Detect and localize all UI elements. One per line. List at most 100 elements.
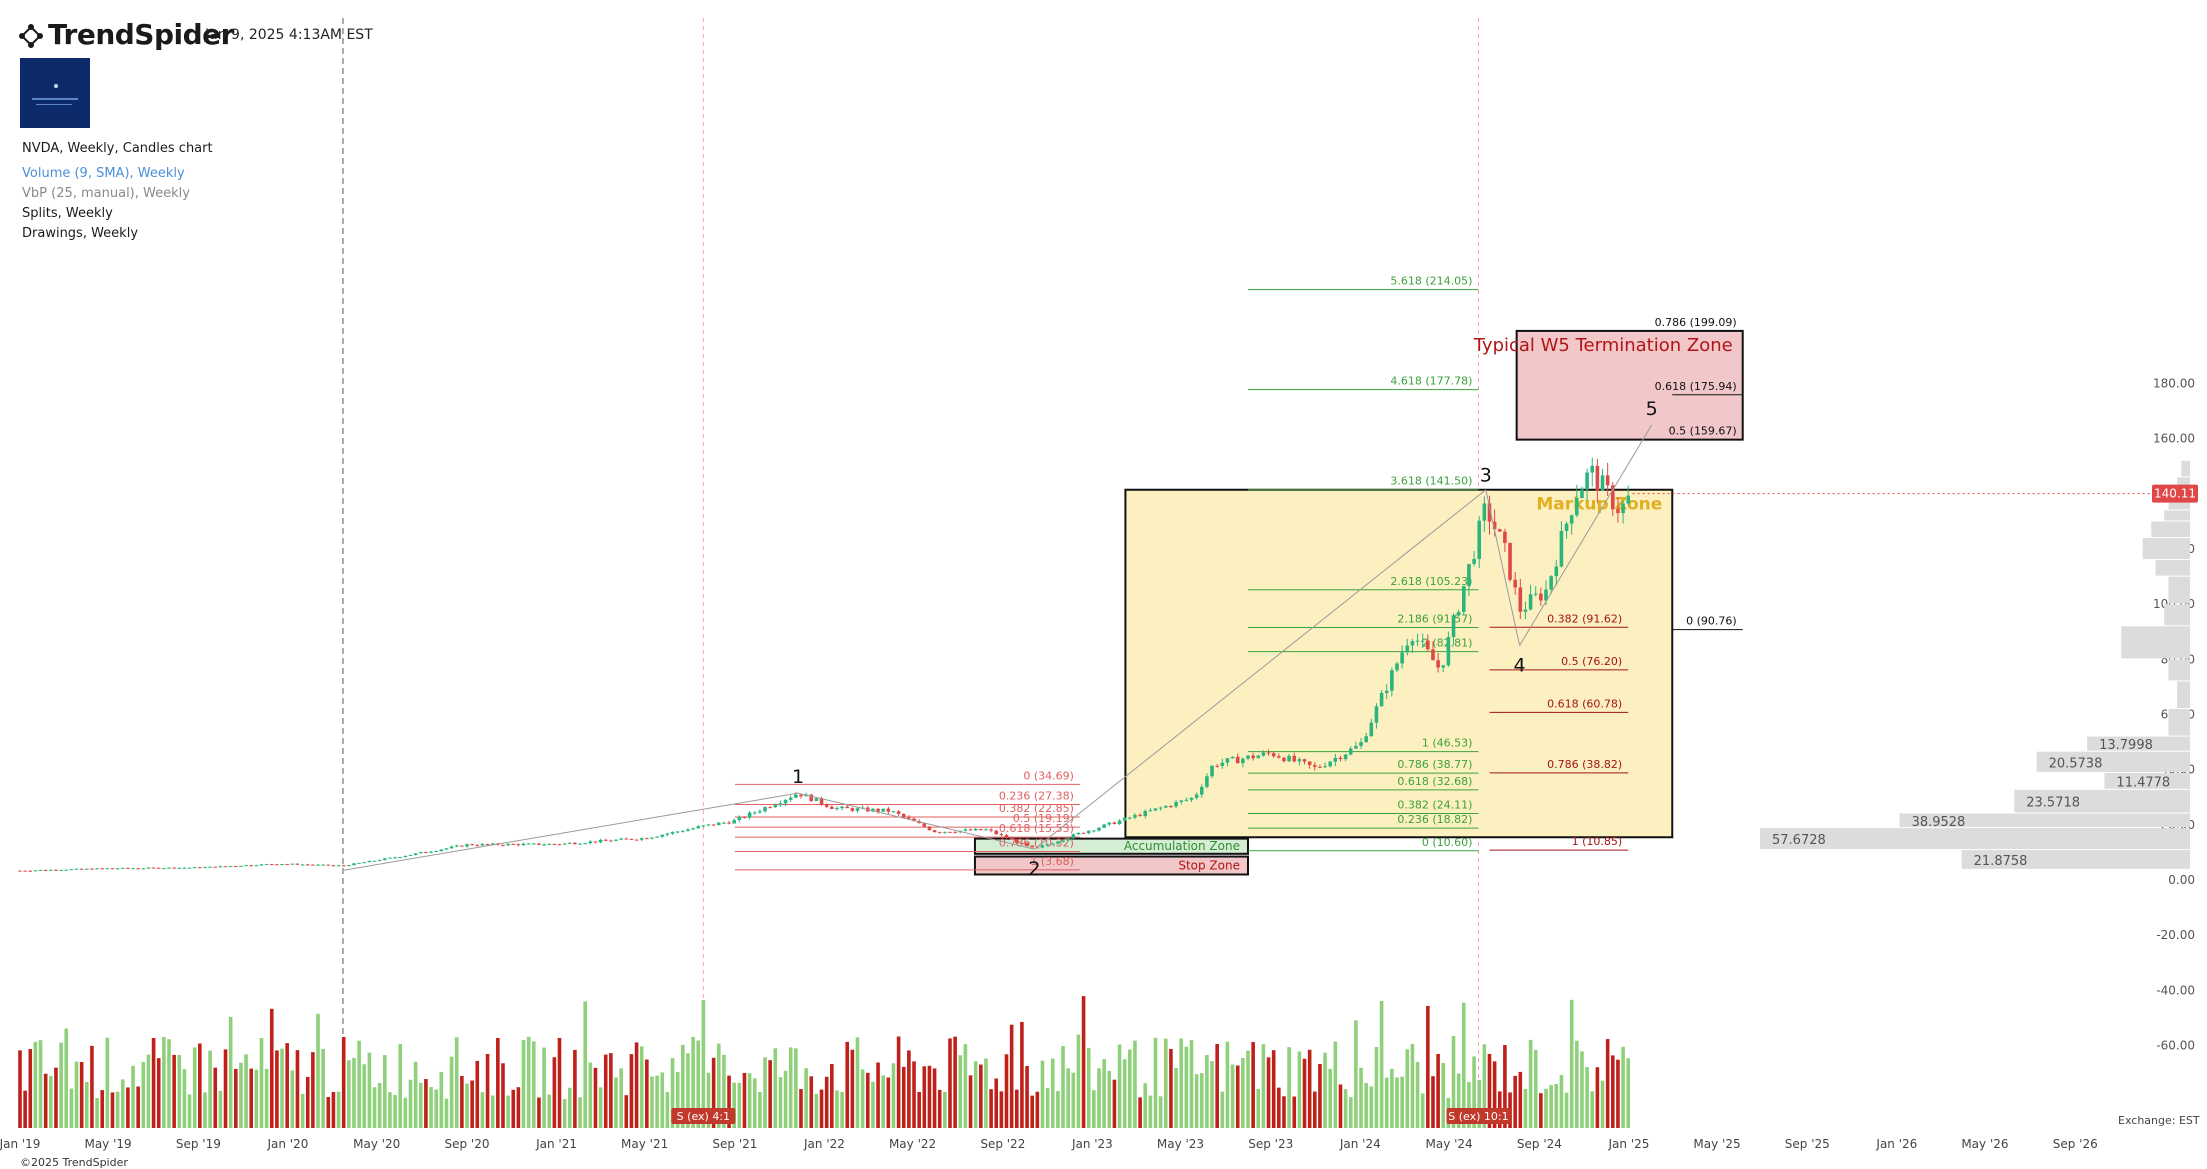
candle-body	[182, 867, 187, 869]
candle-body	[341, 865, 346, 867]
candle-body	[1549, 576, 1553, 590]
volume-bar	[388, 1092, 392, 1128]
candle-body	[788, 797, 793, 800]
x-tick-label: May '22	[889, 1137, 936, 1151]
candle-body	[1354, 745, 1358, 749]
candle-body	[311, 864, 315, 866]
wave-label: 3	[1480, 465, 1492, 487]
candle-body	[1441, 665, 1446, 668]
volume-bar	[1384, 1077, 1389, 1128]
candle-body	[968, 829, 973, 831]
candle-body	[33, 870, 38, 872]
candle-body	[1061, 840, 1065, 842]
candle-body	[470, 844, 474, 846]
volume-bar	[686, 1053, 690, 1128]
volume-bar	[429, 1086, 433, 1128]
candle-body	[187, 867, 192, 869]
volume-profile-label: 21.8758	[1974, 854, 2028, 869]
legend-volume[interactable]: Volume (9, SMA), Weekly	[22, 166, 185, 181]
volume-profile-label: 11.4778	[2116, 775, 2170, 790]
zone-box	[1515, 329, 1744, 441]
volume-bar	[352, 1057, 356, 1128]
volume-bar	[1210, 1061, 1214, 1128]
candle-body	[228, 866, 233, 868]
volume-bar	[865, 1072, 870, 1128]
candle-body	[234, 866, 238, 868]
candle-body	[1107, 822, 1112, 825]
volume-bar	[1194, 1074, 1199, 1128]
candle-body	[1205, 776, 1209, 787]
volume-bar	[814, 1093, 819, 1128]
candle-body	[1169, 805, 1173, 807]
fib-level-label: 0.618 (60.78)	[1547, 697, 1622, 710]
candle-body	[151, 867, 156, 869]
volume-bar	[830, 1064, 834, 1128]
candle-body	[747, 812, 752, 818]
volume-bar	[979, 1064, 983, 1128]
legend-symbol[interactable]: NVDA, Weekly, Candles chart	[22, 141, 213, 156]
volume-bar	[244, 1054, 248, 1128]
candle-body	[1384, 690, 1389, 693]
candle-body	[460, 845, 464, 847]
volume-bar	[1544, 1088, 1548, 1128]
volume-bar	[1338, 1084, 1343, 1128]
candle-body	[1456, 611, 1461, 616]
candle-body	[532, 843, 536, 845]
candle-body	[598, 839, 603, 843]
legend-drawings[interactable]: Drawings, Weekly	[22, 226, 139, 241]
volume-bar	[619, 1068, 623, 1128]
volume-bar	[208, 1050, 212, 1128]
fib-level-label: 0.786 (199.09)	[1655, 316, 1737, 329]
volume-bar	[239, 1062, 243, 1128]
legend-vbp[interactable]: VbP (25, manual), Weekly	[22, 186, 190, 201]
candle-body	[449, 846, 454, 849]
candle-body	[1266, 752, 1271, 754]
volume-bar	[532, 1041, 536, 1128]
volume-profile-bar	[1899, 813, 2190, 828]
candle-body	[907, 816, 911, 819]
candle-body	[1477, 520, 1482, 559]
candle-body	[506, 843, 510, 846]
candle-body	[794, 794, 798, 798]
volume-bar	[537, 1097, 541, 1128]
candle-body	[1153, 808, 1158, 811]
volume-bar	[1035, 1091, 1040, 1128]
candle-body	[1230, 756, 1235, 759]
candle-body	[1194, 794, 1199, 798]
volume-bar	[43, 1073, 48, 1128]
candle-body	[198, 867, 202, 869]
fib-level-label: 1 (3.68)	[1030, 855, 1074, 868]
volume-profile-bar	[2168, 709, 2190, 736]
candle-body	[979, 828, 983, 831]
candle-body	[696, 826, 701, 829]
y-tick-label: 180.00	[2153, 377, 2195, 391]
volume-profile-label: 57.6728	[1772, 833, 1826, 848]
fib-level-label: 0 (34.69)	[1023, 769, 1074, 782]
candle-body	[95, 868, 99, 870]
candle-body	[280, 864, 284, 866]
volume-profile-bar	[2164, 604, 2190, 626]
candle-body	[639, 838, 644, 840]
volume-bar	[850, 1049, 855, 1128]
legend-splits[interactable]: Splits, Weekly	[22, 206, 113, 221]
volume-bar	[932, 1068, 937, 1128]
candle-body	[424, 852, 428, 854]
volume-bar	[727, 1075, 731, 1128]
volume-bar	[1102, 1059, 1106, 1128]
candle-body	[208, 866, 212, 868]
candle-body	[377, 860, 382, 862]
candle-body	[1395, 663, 1399, 671]
volume-bar	[624, 1095, 629, 1128]
volume-bar	[74, 1061, 79, 1128]
candle-body	[254, 865, 259, 867]
fib-level-label: 0.5 (159.67)	[1669, 425, 1737, 438]
volume-bar	[1451, 1036, 1456, 1128]
volume-bar	[845, 1041, 850, 1128]
candle-body	[1045, 844, 1050, 846]
volume-bar	[290, 1070, 295, 1128]
candle-body	[1148, 810, 1153, 812]
volume-bar	[269, 1008, 274, 1128]
candle-body	[1369, 722, 1374, 737]
volume-bar	[1569, 999, 1574, 1128]
